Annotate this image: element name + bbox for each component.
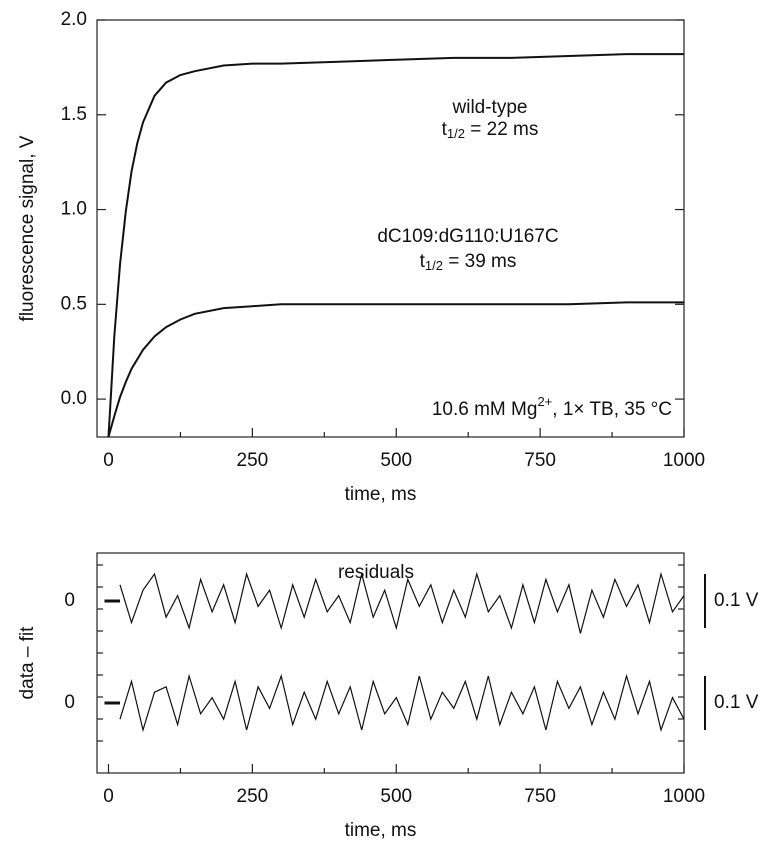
x-tick-label: 750 (524, 786, 556, 807)
half-life-symbol: t (442, 119, 448, 140)
half-life: t1/2 = 39 ms (420, 251, 517, 273)
residual-trace (119, 673, 685, 733)
y-tick-label: 0.5 (61, 293, 87, 314)
series-name: dC109:dG110:U167C (377, 226, 558, 247)
y-tick-label: 0 (64, 692, 75, 713)
half-life-text: = 39 ms (443, 251, 516, 272)
y-tick-label: 1.0 (61, 199, 87, 220)
y-axis-label: data – fit (17, 626, 38, 700)
residual-trace (119, 571, 685, 634)
half-life-subscript: 1/2 (447, 126, 465, 141)
plot-frame (96, 19, 685, 438)
scale-bar-label: 0.1 V (714, 692, 759, 713)
y-tick-label: 2.0 (61, 9, 87, 30)
x-axis-label: time, ms (345, 820, 417, 841)
condition-superscript: 2+ (537, 394, 552, 409)
x-tick-label: 500 (380, 786, 412, 807)
x-tick-label: 1000 (663, 786, 705, 807)
condition-rest: , 1× TB, 35 °C (552, 399, 672, 420)
y-tick-label: 0 (64, 590, 75, 611)
fit-curve (107, 301, 684, 438)
x-tick-label: 1000 (663, 450, 705, 471)
x-tick-label: 0 (103, 786, 114, 807)
x-tick-label: 250 (237, 450, 269, 471)
x-tick-label: 0 (103, 450, 114, 471)
y-tick-label: 1.5 (61, 104, 87, 125)
condition: 10.6 mM Mg2+, 1× TB, 35 °C (432, 394, 672, 420)
plot-frame (96, 552, 685, 774)
panel-title: residuals (338, 562, 414, 583)
x-tick-label: 500 (380, 450, 412, 471)
fit-curve (107, 53, 684, 438)
series-name: wild-type (452, 97, 528, 118)
x-axis-label: time, ms (345, 484, 417, 505)
x-tick-label: 250 (237, 786, 269, 807)
half-life-symbol: t (420, 251, 426, 272)
condition-text: 10.6 mM Mg (432, 399, 538, 420)
x-tick-label: 750 (524, 450, 556, 471)
half-life-subscript: 1/2 (425, 258, 443, 273)
y-tick-label: 0.0 (61, 388, 87, 409)
scale-bar-label: 0.1 V (714, 590, 759, 611)
y-axis-label: fluorescence signal, V (17, 135, 38, 321)
half-life-text: = 22 ms (465, 119, 538, 140)
half-life: t1/2 = 22 ms (442, 119, 539, 141)
